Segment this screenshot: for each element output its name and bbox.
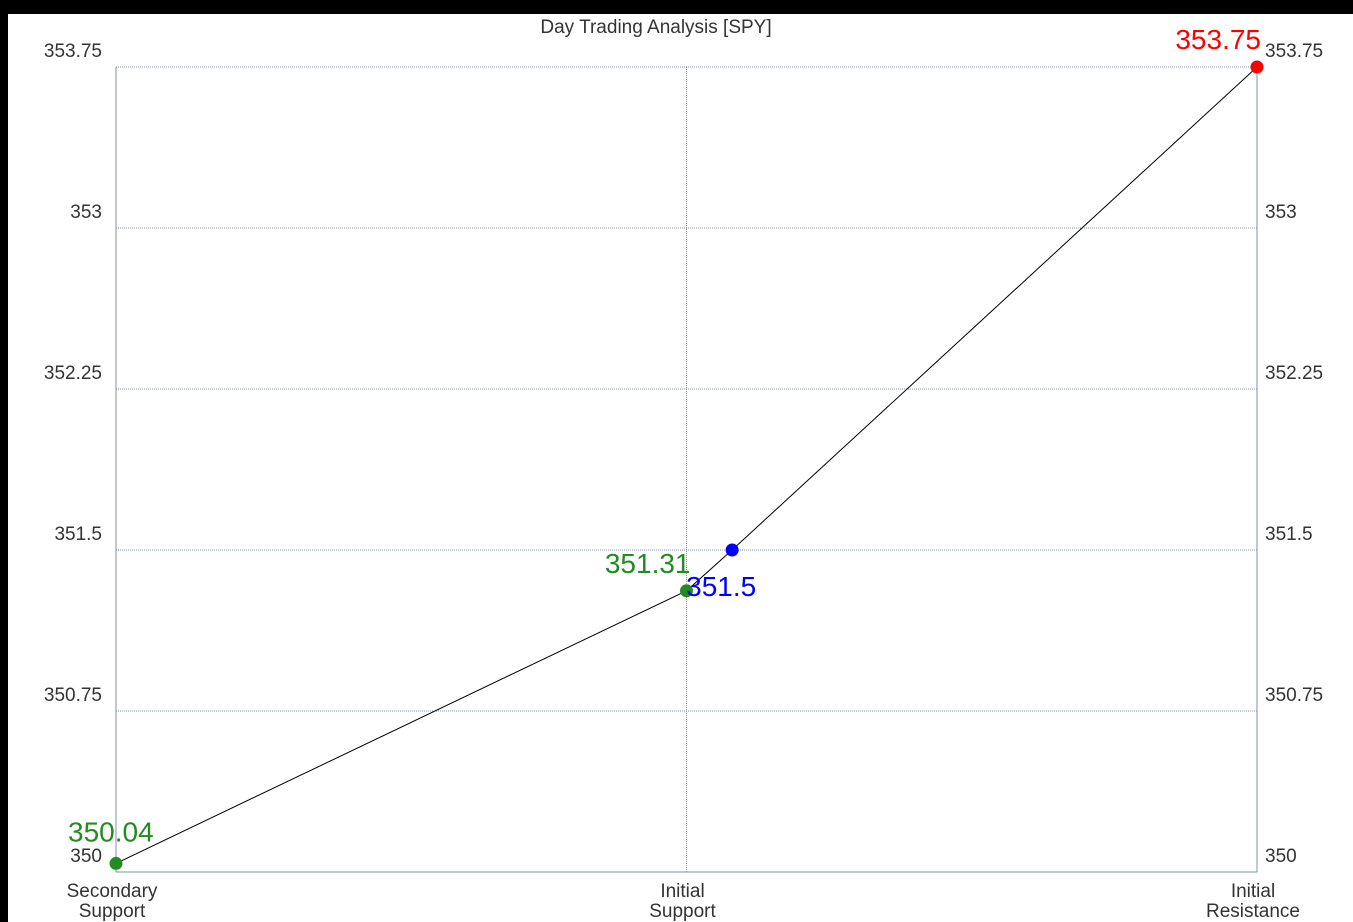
price-data-label: 353.75	[1175, 24, 1261, 55]
price-data-label: 350.04	[68, 816, 154, 847]
y-axis-right-ticks: 353.75 353 352.25 351.5 350.75 350	[1265, 41, 1323, 867]
y-tick-label-left: 353.75	[44, 41, 102, 62]
price-point	[725, 543, 739, 557]
x-category-label: Secondary Support	[67, 881, 158, 922]
y-tick-label-left: 352.25	[44, 363, 102, 384]
y-tick-label-right: 350	[1265, 846, 1297, 867]
price-point	[1250, 60, 1264, 74]
x-category-label: Initial Resistance	[1206, 881, 1300, 922]
y-tick-label-right: 352.25	[1265, 363, 1323, 384]
price-point	[680, 584, 693, 598]
chart-title: Day Trading Analysis [SPY]	[540, 17, 771, 38]
y-tick-label-right: 351.5	[1265, 524, 1313, 545]
y-tick-label-left: 350	[70, 846, 102, 867]
price-data-label: 351.5	[686, 571, 756, 602]
axes	[115, 67, 1258, 873]
y-tick-label-left: 351.5	[54, 524, 102, 545]
price-data-label: 351.31	[605, 548, 691, 579]
x-category-label: Initial Support	[649, 881, 716, 922]
y-axis-left-ticks: 353.75 353 352.25 351.5 350.75 350	[44, 41, 102, 867]
y-tick-label-right: 353.75	[1265, 41, 1323, 62]
y-tick-label-left: 353	[70, 202, 102, 223]
y-tick-label-right: 353	[1265, 202, 1297, 223]
x-axis-labels: Secondary Support Initial Support Initial Res…	[67, 881, 1300, 922]
y-tick-label-right: 350.75	[1265, 685, 1323, 706]
y-tick-label-left: 350.75	[44, 685, 102, 706]
price-line	[115, 66, 1258, 864]
price-point	[109, 856, 123, 870]
grid	[115, 66, 1258, 873]
price-series	[115, 66, 1258, 864]
chart-panel	[8, 14, 1353, 922]
price-points	[109, 60, 1264, 870]
